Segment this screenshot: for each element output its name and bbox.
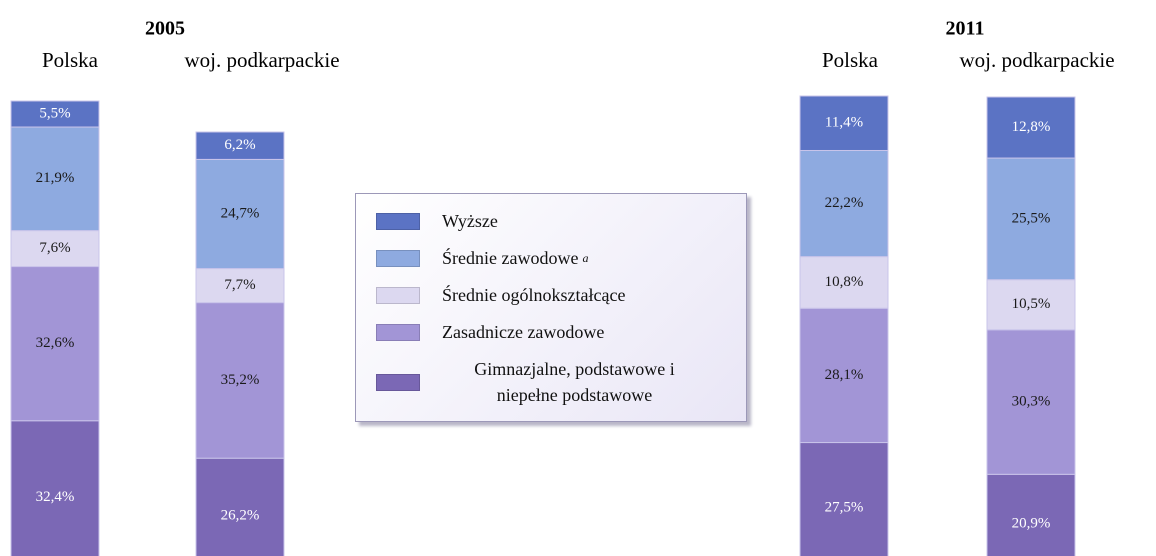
legend-swatch xyxy=(376,373,420,391)
legend-label: Gimnazjalne, podstawowe i niepełne podst… xyxy=(474,359,675,405)
data-label: 12,8% xyxy=(1012,119,1051,135)
group-title: 2011 xyxy=(946,18,985,40)
category-label: Polska xyxy=(42,48,99,72)
bar-segment xyxy=(10,266,100,422)
bar-segment xyxy=(195,457,285,556)
legend-label: Średnie zawodowe xyxy=(442,248,579,268)
data-label: 5,5% xyxy=(39,105,70,121)
data-label: 35,2% xyxy=(221,372,260,388)
legend-swatch xyxy=(376,212,420,230)
legend-item: Średnie zawodowe a xyxy=(376,245,746,271)
bar-segment xyxy=(799,256,889,309)
data-label: 24,7% xyxy=(221,205,260,221)
bar-segment xyxy=(986,96,1076,159)
bar-segment xyxy=(799,442,889,556)
bar-segment xyxy=(799,307,889,444)
data-label: 26,2% xyxy=(221,508,260,524)
bar-segment xyxy=(799,149,889,258)
data-label: 6,2% xyxy=(224,137,255,153)
data-label: 32,4% xyxy=(36,489,75,505)
group-title: 2005 xyxy=(145,18,185,40)
bar-segment xyxy=(799,95,889,151)
legend-item: Średnie ogólnokształcące xyxy=(376,282,746,308)
legend-label: Zasadnicze zawodowe xyxy=(442,322,605,342)
category-label: woj. podkarpackie xyxy=(959,48,1114,72)
bar-segment xyxy=(10,100,100,128)
data-label: 10,8% xyxy=(825,274,864,290)
data-label: 21,9% xyxy=(36,170,75,186)
bar-segment xyxy=(986,329,1076,475)
data-label: 28,1% xyxy=(825,367,864,383)
data-label: 30,3% xyxy=(1012,393,1051,409)
bar-segment xyxy=(986,279,1076,331)
bar-segment xyxy=(195,268,285,304)
data-label: 32,6% xyxy=(36,335,75,351)
legend-swatch xyxy=(376,323,420,341)
data-label: 20,9% xyxy=(1012,516,1051,532)
bar-segment xyxy=(10,420,100,556)
legend-label: Średnie ogólnokształcące xyxy=(442,285,626,305)
category-label: Polska xyxy=(822,48,879,72)
data-label: 22,2% xyxy=(825,195,864,211)
legend-label: Wyższe xyxy=(442,211,498,231)
data-label: 7,7% xyxy=(224,277,255,293)
bar-segment xyxy=(195,131,285,160)
bar-segment xyxy=(10,126,100,232)
data-label: 11,4% xyxy=(825,115,863,131)
data-label: 10,5% xyxy=(1012,296,1051,312)
legend-swatch xyxy=(376,249,420,267)
data-label: 7,6% xyxy=(39,240,70,256)
bar-segment xyxy=(986,157,1076,281)
legend: Wyższe Średnie zawodowe a Średnie ogólnoksz… xyxy=(355,193,747,422)
data-label: 25,5% xyxy=(1012,210,1051,226)
category-label: woj. podkarpackie xyxy=(184,48,339,72)
legend-item: Wyższe xyxy=(376,208,746,234)
bar-segment xyxy=(195,158,285,270)
legend-superscript: a xyxy=(582,250,589,265)
legend-swatch xyxy=(376,286,420,304)
bar-segment xyxy=(10,230,100,268)
legend-item: Zasadnicze zawodowe xyxy=(376,319,746,345)
bar-segment xyxy=(195,302,285,459)
legend-item: Gimnazjalne, podstawowe i niepełne podst… xyxy=(376,356,746,408)
bar-segment xyxy=(986,473,1076,556)
data-label: 27,5% xyxy=(825,500,864,516)
